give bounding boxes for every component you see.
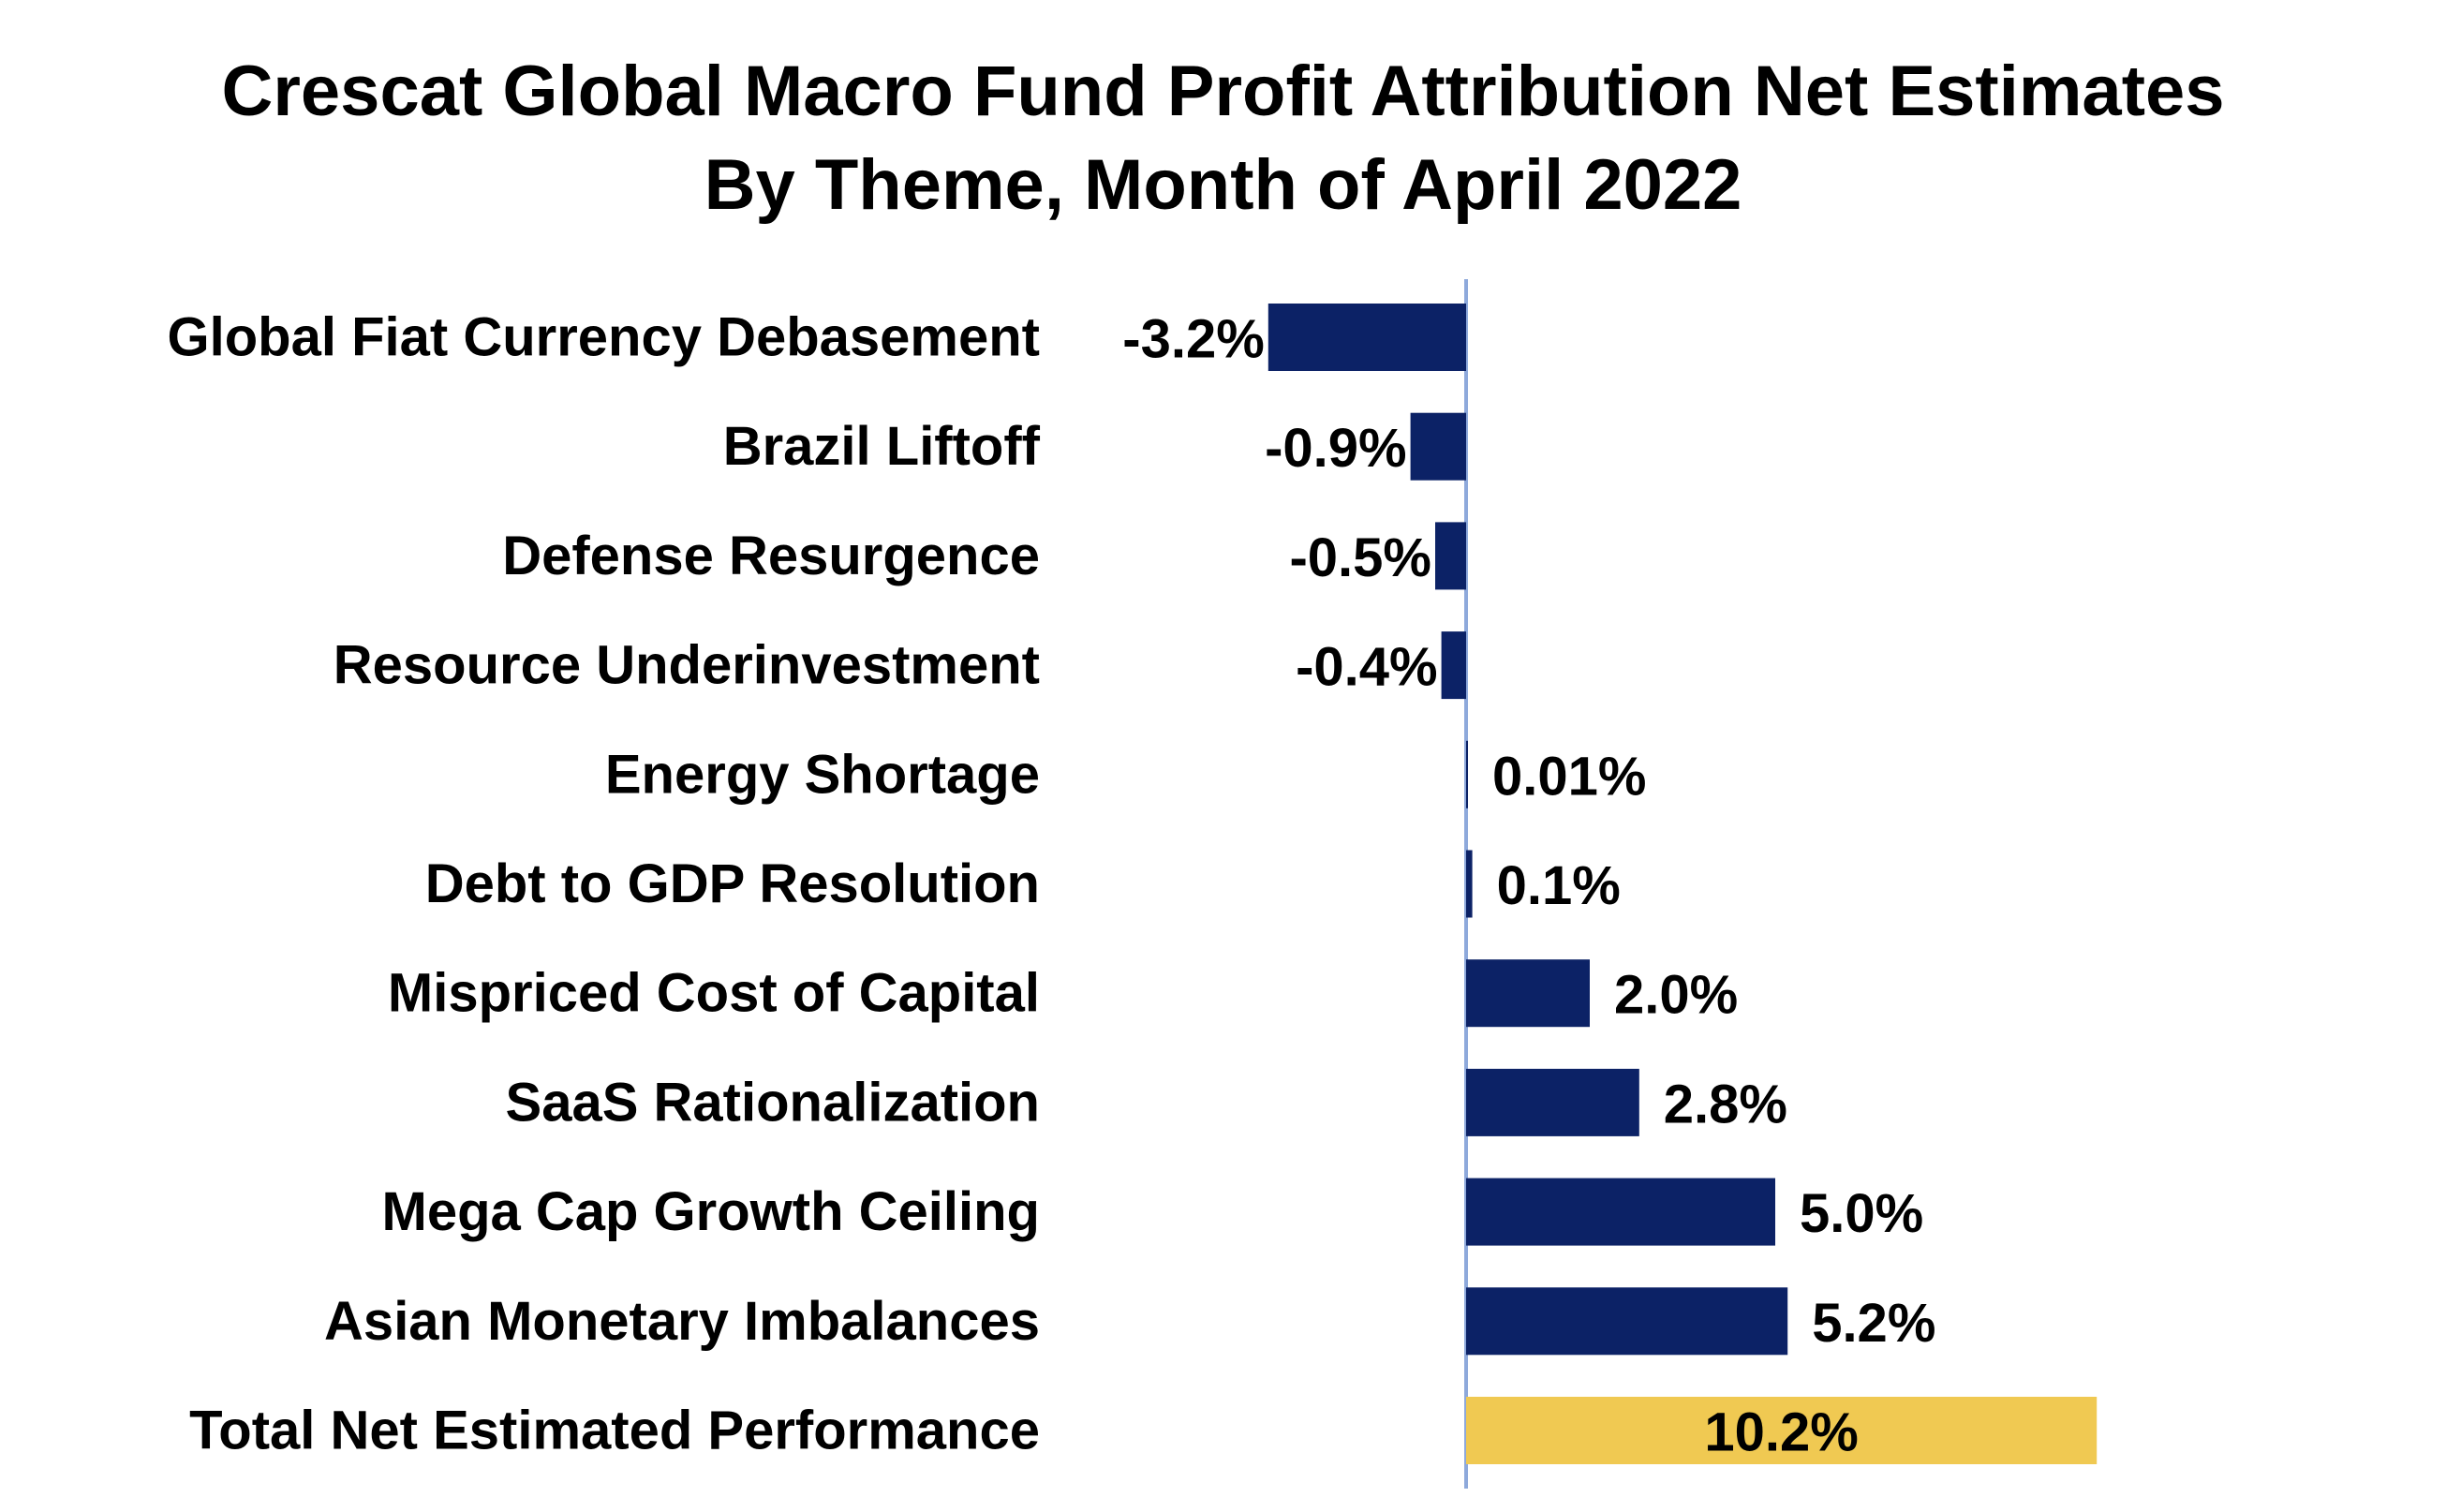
data-label: -0.9% [1265, 418, 1407, 479]
bar [1466, 959, 1590, 1028]
data-label: -3.2% [1122, 309, 1265, 370]
bar [1466, 740, 1468, 808]
bar [1466, 850, 1473, 918]
category-label: Brazil Liftoff [723, 416, 1041, 477]
bar [1466, 1068, 1639, 1136]
data-label: 0.01% [1492, 746, 1646, 807]
data-label: 2.8% [1664, 1074, 1787, 1134]
category-label: Total Net Estimated Performance [189, 1401, 1040, 1461]
data-label: 10.2% [1704, 1402, 1858, 1463]
bar [1441, 631, 1466, 700]
category-label: Mispriced Cost of Capital [388, 963, 1040, 1024]
bar [1267, 304, 1466, 371]
category-label: Energy Shortage [605, 744, 1040, 805]
data-label: -0.5% [1289, 527, 1431, 588]
category-label: Resource Underinvestment [334, 635, 1040, 696]
data-label: 5.0% [1800, 1183, 1923, 1244]
chart-title-block: Crescat Global Macro Fund Profit Attribu… [0, 45, 2446, 232]
bar [1466, 1287, 1788, 1356]
total-bar [1466, 1397, 2098, 1464]
chart-subtitle: By Theme, Month of April 2022 [704, 145, 1742, 225]
bar [1410, 412, 1466, 481]
category-label: Global Fiat Currency Debasement [168, 307, 1040, 368]
bar [1435, 522, 1466, 590]
bar [1466, 1178, 1775, 1246]
data-label: 0.1% [1497, 855, 1621, 916]
category-label: Mega Cap Growth Ceiling [382, 1181, 1041, 1242]
data-label: -0.4% [1296, 637, 1438, 698]
data-label: 5.2% [1812, 1293, 1935, 1354]
data-label: 2.0% [1614, 965, 1738, 1026]
chart-title: Crescat Global Macro Fund Profit Attribu… [221, 52, 2225, 131]
category-label: Debt to GDP Resolution [425, 853, 1040, 914]
category-label: SaaS Rationalization [506, 1072, 1040, 1133]
category-label: Defense Resurgence [502, 526, 1040, 586]
category-label: Asian Monetary Imbalances [324, 1291, 1040, 1352]
